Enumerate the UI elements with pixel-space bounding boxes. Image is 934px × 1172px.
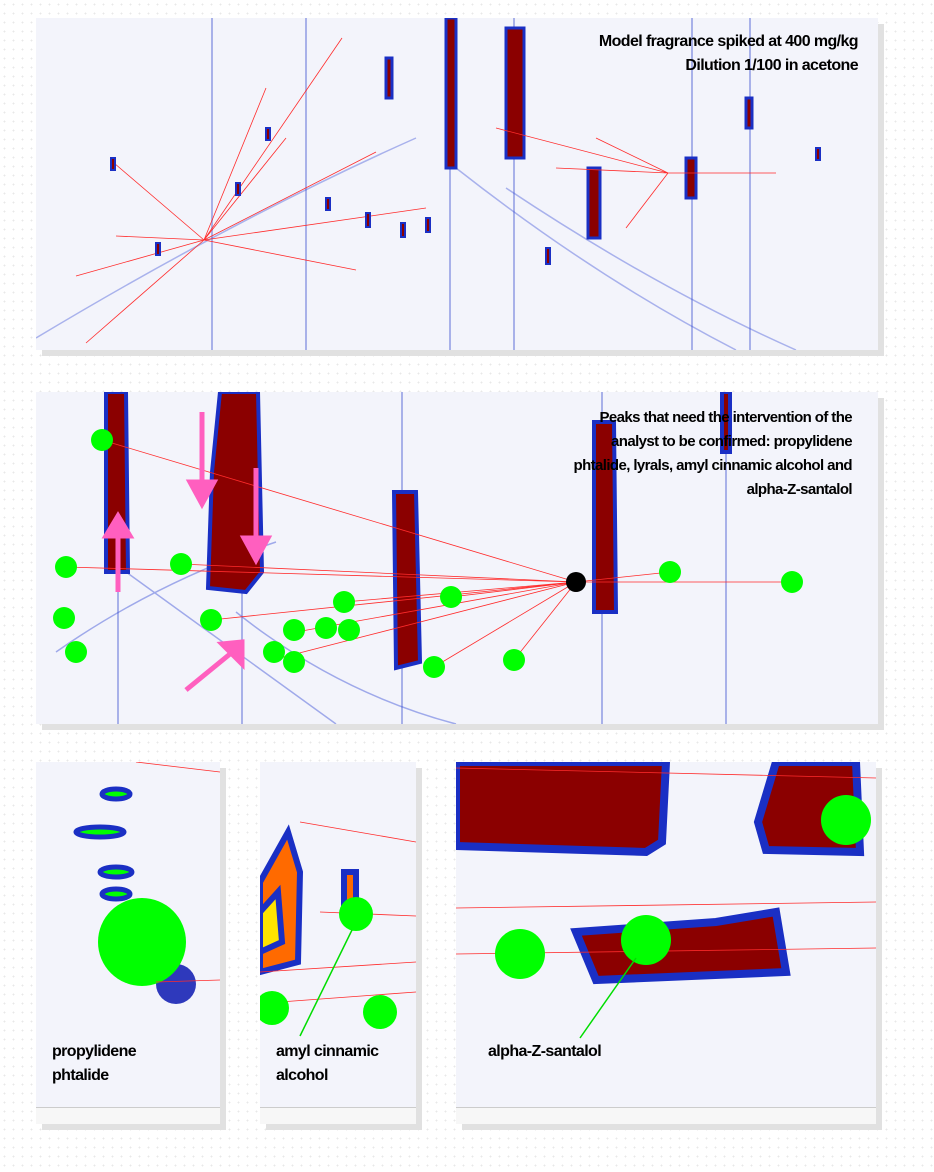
chromatogram-panel-2: Peaks that need the intervention of the … [36, 392, 878, 724]
saturated-peaks [384, 18, 754, 240]
green-markers [53, 429, 803, 678]
zoom-panel-propylidene-phtalide: propylidene phtalide [36, 762, 220, 1124]
zoom-plot-amyl-cinnamic [260, 821, 416, 1037]
reference-peak-marker [566, 572, 586, 592]
chromatogram-panel-1: Model fragrance spiked at 400 mg/kg Dilu… [36, 18, 878, 350]
annotation-line: Peaks that need the intervention of the [599, 409, 853, 426]
peaks [73, 786, 135, 902]
small-peaks [110, 127, 821, 265]
annotation-line: phtalide [52, 1067, 109, 1084]
annotation-line: alcohol [276, 1067, 328, 1084]
annotation-line: Model fragrance spiked at 400 mg/kg [598, 33, 859, 50]
annotation-line: phtalide, lyrals, amyl cinnamic alcohol … [573, 457, 853, 474]
annotation-line: analyst to be confirmed: propylidene [611, 433, 853, 450]
pointer-line [299, 929, 353, 1037]
annotation-line: alpha-Z-santalol [746, 481, 853, 498]
annotation-amyl-cinnamic: amyl cinnamic alcohol [276, 1040, 379, 1088]
green-markers [495, 795, 871, 979]
axis-ticks [260, 1107, 416, 1124]
annotation-line: amyl cinnamic [276, 1043, 379, 1060]
link-line [135, 762, 220, 773]
zoom-panel-amyl-cinnamic-alcohol: amyl cinnamic alcohol [260, 762, 416, 1124]
annotation-line: alpha-Z-santalol [488, 1043, 602, 1060]
annotation-peaks-intervention: Peaks that need the intervention of the … [573, 406, 853, 502]
link-line [155, 979, 220, 983]
pink-arrows [101, 412, 273, 692]
axis-ticks [36, 1107, 220, 1124]
zoom-panel-alpha-z-santalol: alpha-Z-santalol [456, 762, 876, 1124]
zoom-plot-propylidene [73, 762, 220, 1004]
green-marker [98, 898, 186, 986]
pointer-line [579, 957, 637, 1039]
zoom-plot-santalol [456, 762, 876, 1039]
annotation-model-fragrance: Model fragrance spiked at 400 mg/kg Dilu… [598, 30, 859, 78]
annotation-line: Dilution 1/100 in acetone [685, 57, 858, 74]
axis-ticks [456, 1107, 876, 1124]
annotation-line: propylidene [52, 1043, 137, 1060]
green-markers [260, 897, 397, 1029]
curved-streaks [36, 137, 797, 350]
chromatogram-2-plot [53, 392, 803, 724]
red-link-lines [75, 37, 776, 344]
chromatogram-1-plot [36, 18, 821, 350]
annotation-santalol: alpha-Z-santalol [488, 1040, 602, 1064]
annotation-propylidene: propylidene phtalide [52, 1040, 137, 1088]
